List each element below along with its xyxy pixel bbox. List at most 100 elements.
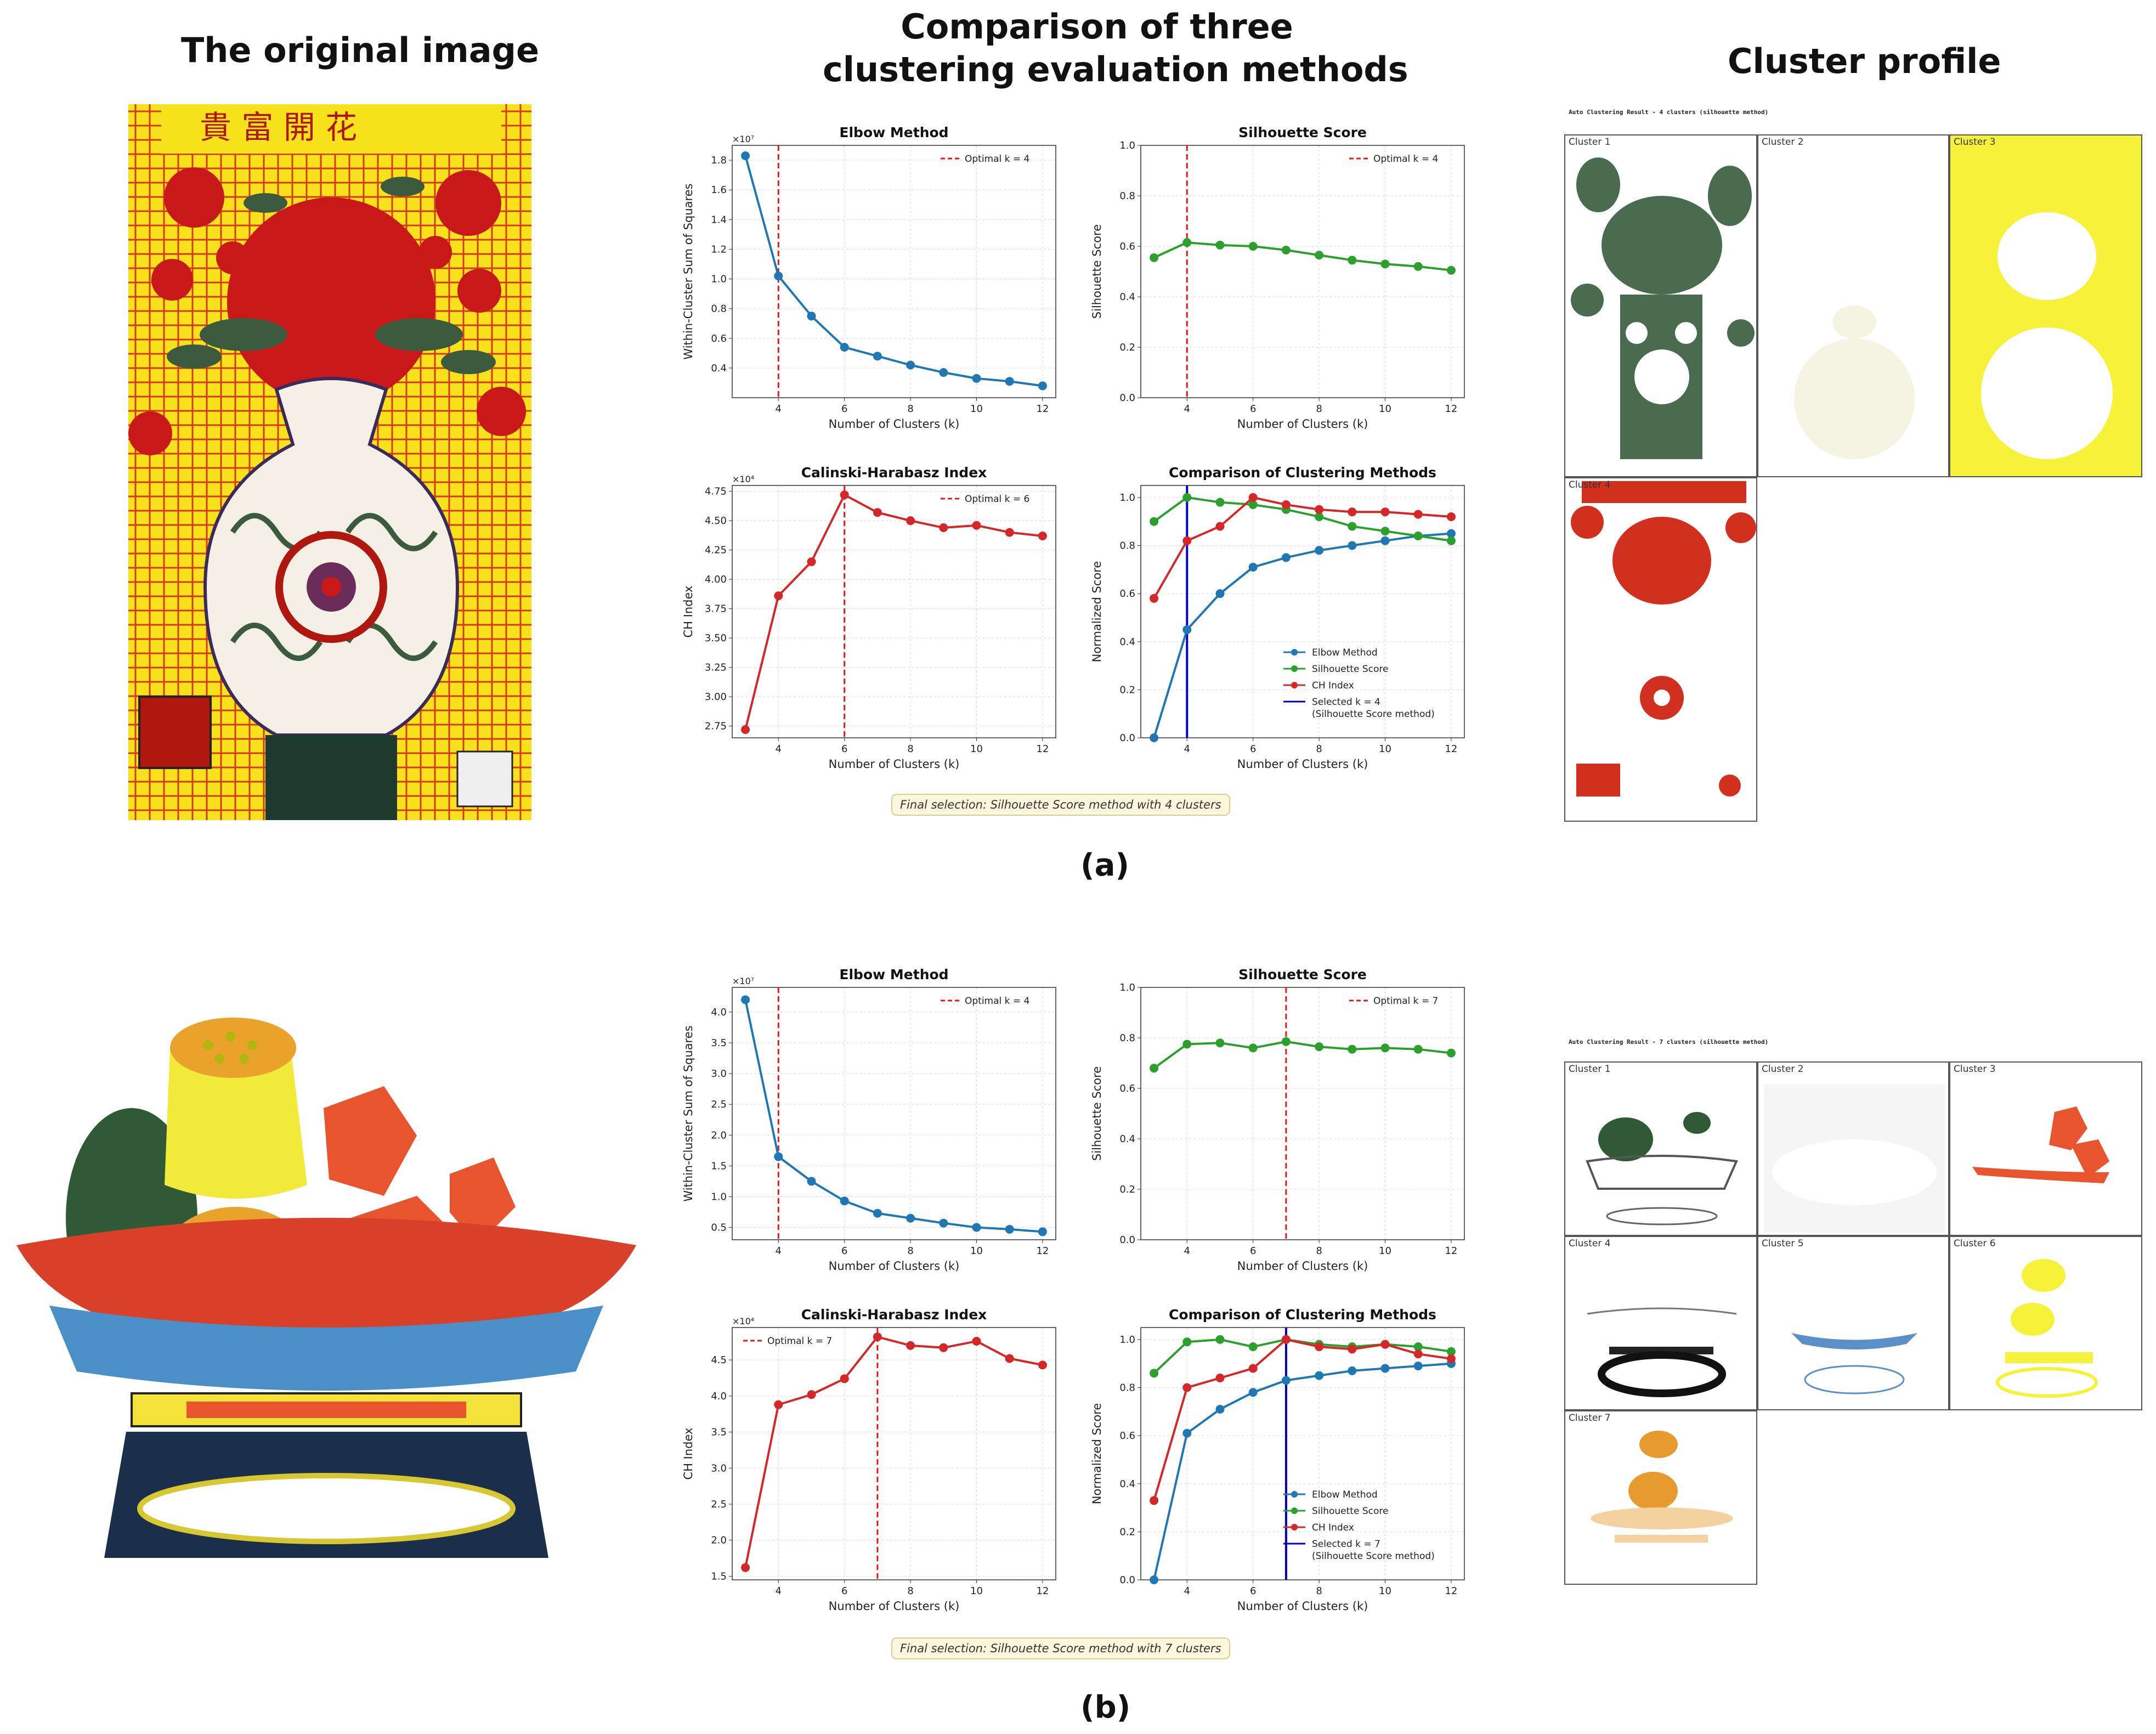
cluster-b7-image: [1591, 1431, 1733, 1543]
data-point: [1005, 1224, 1014, 1234]
data-point: [1182, 1040, 1192, 1049]
y-tick-label: 1.6: [711, 184, 727, 196]
data-point: [939, 368, 948, 377]
data-point: [840, 1374, 849, 1383]
chart-title: Elbow Method: [839, 967, 948, 982]
legend-label: Optimal k = 4: [1373, 154, 1438, 165]
data-point: [1380, 1340, 1390, 1349]
y-tick-label: 2.0: [711, 1535, 727, 1546]
series-line: [744, 999, 1043, 1233]
data-point: [1005, 377, 1014, 386]
profile-title-b: Auto Clustering Result - 7 clusters (sil…: [1569, 1038, 1769, 1046]
data-point: [1215, 1038, 1225, 1048]
data-point: [1380, 1364, 1390, 1373]
x-axis-label: Number of Clusters (k): [829, 1600, 960, 1613]
x-tick-label: 4: [776, 743, 782, 755]
y-tick-label: 1.0: [711, 274, 727, 285]
y-tick-label: 0.0: [1119, 1234, 1135, 1246]
cluster-a3-image: [1950, 135, 2141, 476]
data-point: [1248, 1364, 1258, 1373]
data-point: [1150, 1496, 1159, 1505]
data-point: [906, 360, 915, 370]
legend-label: Elbow Method: [1312, 1489, 1378, 1500]
legend-label: Optimal k = 7: [1373, 996, 1438, 1007]
series-line: [1153, 496, 1452, 599]
legend-label: Elbow Method: [1312, 647, 1378, 658]
y-tick-label: 1.0: [1119, 982, 1135, 993]
y-tick-label: 0.8: [1119, 540, 1135, 552]
y-axis-label: Within-Cluster Sum of Squares: [682, 1025, 695, 1201]
data-point: [1038, 1360, 1047, 1370]
chart-title: Comparison of Clustering Methods: [1169, 465, 1436, 481]
x-tick-label: 12: [1036, 743, 1049, 755]
cluster-b5-image: [1791, 1333, 1917, 1394]
series-line: [1153, 496, 1452, 542]
cluster-b6-image: [1996, 1259, 2098, 1398]
bowl-artwork-b: [0, 954, 653, 1569]
legend-label: CH Index: [1312, 1522, 1354, 1533]
final-selection-a: Final selection: Silhouette Score method…: [891, 794, 1230, 816]
y-tick-label: 0.6: [1119, 1430, 1135, 1442]
data-point: [1150, 253, 1159, 262]
x-tick-label: 4: [1184, 743, 1190, 755]
data-point: [1315, 1342, 1324, 1352]
data-point: [774, 272, 783, 281]
legend-marker: [1291, 1524, 1298, 1530]
y-tick-label: 3.25: [705, 662, 727, 674]
plot-frame: [732, 1327, 1056, 1580]
cluster-b4-image: [1587, 1307, 1737, 1397]
x-tick-label: 10: [1379, 1585, 1391, 1597]
data-point: [1182, 536, 1192, 545]
data-point: [807, 1390, 816, 1399]
data-point: [1215, 1374, 1225, 1382]
y-tick-label: 3.75: [705, 603, 727, 615]
data-point: [1182, 238, 1192, 247]
x-tick-label: 12: [1036, 1585, 1049, 1597]
y-tick-label: 1.2: [711, 244, 727, 255]
y-tick-label: 0.6: [1119, 1083, 1135, 1094]
x-tick-label: 4: [1184, 403, 1190, 415]
axis-multiplier: ×10⁷: [732, 134, 754, 144]
data-point: [939, 1218, 948, 1228]
data-point: [1348, 1044, 1357, 1054]
data-point: [1315, 1042, 1324, 1052]
legend-label: CH Index: [1312, 680, 1354, 691]
data-point: [1446, 1048, 1456, 1058]
y-tick-label: 0.0: [1119, 392, 1135, 404]
cluster-b2-image: [1764, 1085, 1945, 1233]
data-point: [840, 490, 849, 500]
x-tick-label: 4: [776, 403, 782, 415]
x-axis-label: Number of Clusters (k): [1237, 417, 1368, 431]
data-point: [1446, 1354, 1456, 1363]
profile-title-a: Auto Clustering Result - 4 clusters (sil…: [1569, 109, 1769, 116]
data-point: [873, 1208, 882, 1218]
chart-a-comparison: Comparison of Clustering Methods 4 6 8 10 12 0…: [1090, 465, 1465, 771]
data-point: [1150, 1369, 1159, 1378]
y-tick-label: 0.2: [1119, 342, 1135, 353]
vase-artwork-a: 貴 富 開 花: [128, 104, 531, 820]
data-point: [1348, 1366, 1357, 1375]
x-tick-label: 12: [1445, 743, 1457, 755]
x-axis-label: Number of Clusters (k): [1237, 758, 1368, 771]
axis-multiplier: ×10⁴: [732, 1316, 754, 1326]
x-tick-label: 8: [907, 403, 913, 415]
legend-label: Optimal k = 4: [965, 996, 1029, 1007]
data-point: [1446, 266, 1456, 275]
y-tick-label: 1.5: [711, 1160, 727, 1172]
data-point: [1281, 500, 1291, 510]
y-tick-label: 0.2: [1119, 684, 1135, 696]
y-tick-label: 3.00: [705, 691, 727, 703]
y-tick-label: 4.25: [705, 545, 727, 556]
cluster-panel-a2: Cluster 2: [1757, 134, 1949, 477]
cluster-panel-b2: Cluster 2: [1757, 1061, 1949, 1236]
y-tick-label: 4.5: [711, 1354, 727, 1366]
y-tick-label: 2.0: [711, 1129, 727, 1141]
data-point: [1215, 1335, 1225, 1344]
x-tick-label: 6: [841, 1585, 847, 1597]
data-point: [1315, 251, 1324, 260]
data-point: [1150, 1064, 1159, 1073]
y-axis-label: Normalized Score: [1090, 561, 1104, 663]
data-point: [1150, 1575, 1159, 1584]
data-point: [873, 1332, 882, 1342]
cluster-label: Cluster 6: [1954, 1238, 1996, 1249]
